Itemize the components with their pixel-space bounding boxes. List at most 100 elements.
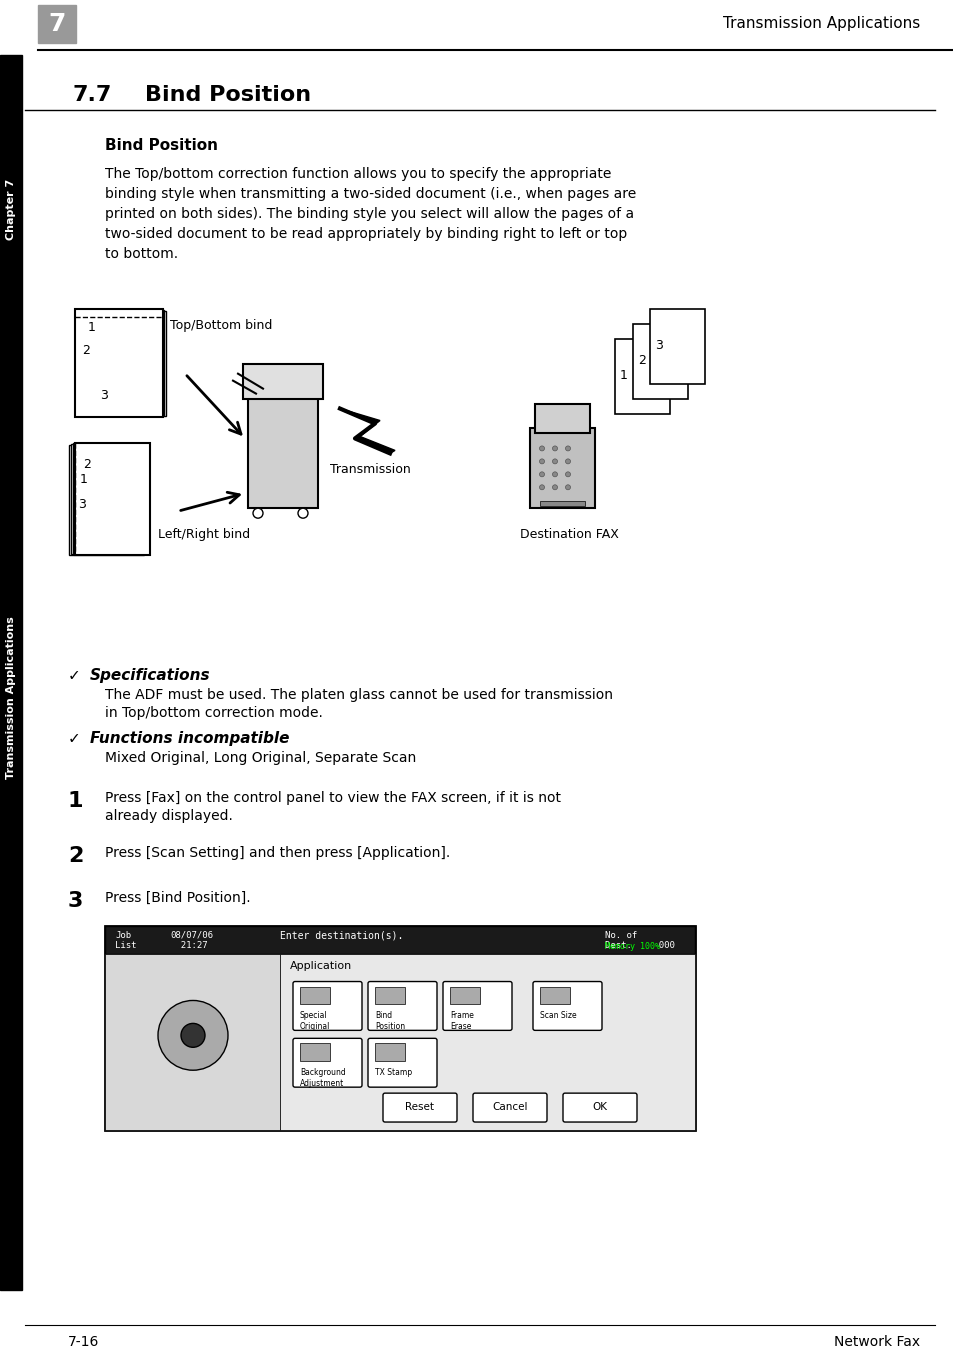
Bar [243,364,323,399]
Bar [649,308,704,384]
Bar [375,987,405,1005]
Text: No. of
Dest.     000: No. of Dest. 000 [604,930,674,950]
Text: in Top/bottom correction mode.: in Top/bottom correction mode. [105,706,322,719]
Text: Functions incompatible: Functions incompatible [90,731,289,746]
Circle shape [158,1000,228,1071]
Bar [105,926,695,953]
Text: 7.7: 7.7 [71,85,112,104]
Bar [633,324,687,399]
Text: Bind
Position: Bind Position [375,1011,405,1030]
Text: Reset: Reset [405,1102,434,1113]
Text: Top/Bottom bind: Top/Bottom bind [170,319,273,331]
Bar [73,443,148,553]
FancyBboxPatch shape [562,1094,637,1122]
Text: Network Fax: Network Fax [833,1336,919,1349]
Text: Background
Adjustment: Background Adjustment [299,1068,345,1087]
Text: ✓: ✓ [68,668,81,683]
Bar [530,429,595,508]
Bar [248,388,317,508]
Circle shape [565,472,570,477]
Text: 08/07/06
  21:27: 08/07/06 21:27 [170,930,213,950]
Bar [280,953,695,1130]
Circle shape [181,1023,205,1048]
FancyBboxPatch shape [293,1038,361,1087]
Circle shape [565,458,570,464]
Bar [105,953,280,1130]
Text: Press [Scan Setting] and then press [Application].: Press [Scan Setting] and then press [App… [105,846,450,860]
Text: Destination FAX: Destination FAX [519,529,618,541]
Bar [299,987,330,1005]
Text: The Top/bottom correction function allows you to specify the appropriate: The Top/bottom correction function allow… [105,168,611,181]
Text: 2: 2 [83,458,91,472]
Text: Chapter 7: Chapter 7 [6,178,16,239]
Text: ✓: ✓ [68,731,81,746]
Circle shape [539,485,544,489]
Bar [299,1044,330,1061]
Text: Application: Application [290,961,352,971]
Text: Transmission Applications: Transmission Applications [722,16,919,31]
Bar [375,1044,405,1061]
Circle shape [552,458,557,464]
Text: Enter destination(s).: Enter destination(s). [280,930,403,941]
Bar [81,311,166,415]
Text: 2: 2 [68,846,83,867]
Text: 3: 3 [68,891,83,911]
Circle shape [552,485,557,489]
Bar [38,5,76,43]
Text: Frame
Erase: Frame Erase [450,1011,474,1030]
Circle shape [565,485,570,489]
Circle shape [539,446,544,452]
Text: Bind Position: Bind Position [145,85,311,104]
Text: 2: 2 [82,343,90,357]
Bar [75,308,163,416]
Bar [539,502,584,506]
Text: Press [Bind Position].: Press [Bind Position]. [105,891,251,904]
Circle shape [552,446,557,452]
Text: binding style when transmitting a two-sided document (i.e., when pages are: binding style when transmitting a two-si… [105,188,636,201]
Text: Transmission Applications: Transmission Applications [6,617,16,779]
Text: 1: 1 [68,791,84,811]
Text: printed on both sides). The binding style you select will allow the pages of a: printed on both sides). The binding styl… [105,207,634,222]
Text: Press [Fax] on the control panel to view the FAX screen, if it is not: Press [Fax] on the control panel to view… [105,791,560,806]
Circle shape [539,472,544,477]
Bar [71,445,146,554]
Text: 3: 3 [78,499,86,511]
Text: Job
List: Job List [115,930,136,950]
Text: The ADF must be used. The platen glass cannot be used for transmission: The ADF must be used. The platen glass c… [105,688,613,702]
Text: Mixed Original, Long Original, Separate Scan: Mixed Original, Long Original, Separate … [105,752,416,765]
FancyBboxPatch shape [382,1094,456,1122]
Bar [539,987,569,1005]
Circle shape [552,472,557,477]
Text: OK: OK [592,1102,607,1113]
Text: 1: 1 [80,473,88,487]
Text: 2: 2 [638,354,645,366]
Polygon shape [339,408,395,453]
Text: Transmission: Transmission [330,464,411,476]
Bar [79,310,164,415]
Text: 3: 3 [655,339,662,352]
Bar [77,308,162,414]
Text: already displayed.: already displayed. [105,808,233,823]
Text: Specifications: Specifications [90,668,211,683]
Bar [75,443,150,556]
Bar [535,404,589,434]
Bar [615,339,669,414]
Text: Cancel: Cancel [492,1102,527,1113]
Text: 3: 3 [100,388,108,402]
Text: to bottom.: to bottom. [105,247,178,261]
FancyBboxPatch shape [473,1094,546,1122]
Text: Bind Position: Bind Position [105,138,218,153]
Text: Special
Original: Special Original [299,1011,330,1030]
Circle shape [297,508,308,518]
Text: 1: 1 [619,369,627,381]
Circle shape [539,458,544,464]
Text: Memory 100%: Memory 100% [604,942,659,950]
FancyBboxPatch shape [442,982,512,1030]
Text: Scan Size: Scan Size [539,1011,576,1021]
FancyBboxPatch shape [293,982,361,1030]
Bar [0,55,22,1290]
Circle shape [253,508,263,518]
FancyBboxPatch shape [368,982,436,1030]
Text: 7-16: 7-16 [68,1336,99,1349]
Text: two-sided document to be read appropriately by binding right to left or top: two-sided document to be read appropriat… [105,227,626,241]
